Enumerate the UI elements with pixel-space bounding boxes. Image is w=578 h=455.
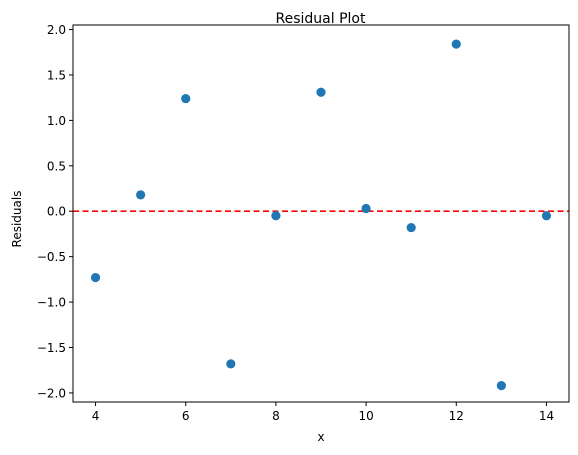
- y-tick-label: 1.0: [47, 114, 66, 128]
- y-tick-label: −0.5: [37, 250, 66, 264]
- y-tick-label: 0.5: [47, 159, 66, 173]
- y-tick-label: 0.0: [47, 205, 66, 219]
- x-tick-label: 8: [272, 409, 280, 423]
- residual-point: [316, 87, 326, 97]
- residual-points: [90, 39, 552, 391]
- residual-point: [496, 381, 506, 391]
- x-tick-label: 6: [182, 409, 190, 423]
- residual-point: [90, 272, 101, 283]
- y-tick-label: 2.0: [47, 23, 66, 37]
- y-axis-label: Residuals: [10, 191, 24, 248]
- residual-point: [181, 93, 191, 104]
- x-tick-label: 14: [539, 409, 554, 423]
- x-axis-label: x: [317, 430, 324, 444]
- x-axis-ticks: 4 6 8 10 12 14: [92, 402, 554, 423]
- y-tick-label: 1.5: [47, 68, 66, 82]
- plot-area-frame: [72, 24, 570, 403]
- residual-point: [541, 211, 552, 221]
- chart-title: Residual Plot: [276, 11, 366, 27]
- x-tick-label: 10: [358, 409, 373, 423]
- residual-point: [406, 222, 416, 233]
- y-tick-label: −1.0: [37, 296, 66, 310]
- residual-point: [451, 39, 461, 49]
- residual-point: [361, 203, 371, 214]
- y-tick-label: −2.0: [37, 386, 66, 400]
- x-tick-label: 4: [92, 409, 100, 423]
- y-axis-ticks: −2.0 −1.5 −1.0 −0.5 0.0 0.5 1.0 1.5 2.0: [37, 23, 73, 400]
- x-tick-label: 12: [449, 409, 464, 423]
- y-tick-label: −1.5: [37, 341, 66, 355]
- residual-point: [136, 190, 146, 200]
- residual-point: [226, 359, 236, 369]
- residual-point: [271, 211, 281, 221]
